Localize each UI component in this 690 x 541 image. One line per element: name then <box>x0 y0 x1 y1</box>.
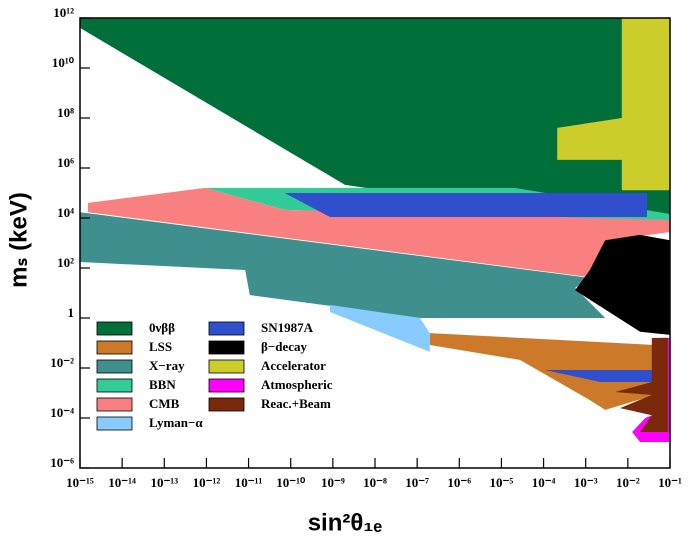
x-tick-label: 10⁻¹² <box>193 475 221 490</box>
exclusion-region <box>80 212 606 318</box>
x-tick-label: 10⁻⁵ <box>490 475 514 490</box>
x-tick-label: 10⁻⁷ <box>405 475 429 490</box>
legend-swatch <box>208 359 245 374</box>
legend-label: Atmospheric <box>261 377 333 392</box>
x-tick-label: 10⁻¹¹ <box>235 475 263 490</box>
legend-swatch <box>96 321 133 336</box>
x-tick-label: 10⁻¹ <box>658 475 682 490</box>
legend-label: 0νββ <box>149 320 175 335</box>
legend-label: Reac.+Beam <box>261 396 331 411</box>
exclusion-region <box>329 305 430 352</box>
legend-label: X−ray <box>149 358 185 373</box>
legend-label: SN1987A <box>261 320 314 335</box>
legend-label: BBN <box>149 377 176 392</box>
x-tick-label: 10⁻⁹ <box>321 475 345 490</box>
legend-label: CMB <box>149 396 180 411</box>
legend: 0νββ LSS X−ray BBN CMB Lyman−α SN1987A β−decay A… <box>96 320 333 431</box>
y-tick-label: 10¹⁰ <box>52 55 75 70</box>
y-tick-label: 10⁻⁴ <box>50 405 74 420</box>
y-tick-label: 10⁻² <box>50 355 74 370</box>
legend-swatch <box>96 340 133 355</box>
exclusion-region <box>88 187 670 278</box>
legend-label: Accelerator <box>261 358 326 373</box>
y-tick-label: 10¹² <box>53 5 74 20</box>
legend-label: LSS <box>149 339 172 354</box>
legend-swatch <box>208 397 245 412</box>
legend-label: Lyman−α <box>149 415 203 430</box>
y-tick-label: 10⁸ <box>57 105 74 120</box>
legend-swatch <box>208 378 245 393</box>
x-tick-label: 10⁻³ <box>574 475 598 490</box>
legend-swatch <box>96 378 133 393</box>
x-tick-label: 10⁻⁴ <box>532 475 556 490</box>
legend-swatch <box>96 416 133 431</box>
x-axis-label: sin²θ₁ₑ <box>308 509 383 536</box>
exclusion-region <box>284 193 655 382</box>
x-tick-label: 10⁻² <box>616 475 640 490</box>
x-tick-label: 10⁻⁸ <box>363 475 387 490</box>
y-tick-label: 10² <box>57 255 74 270</box>
legend-swatch <box>208 321 245 336</box>
exclusion-region <box>80 18 670 232</box>
legend-swatch <box>96 397 133 412</box>
exclusion-region <box>575 234 670 335</box>
legend-label: β−decay <box>261 339 308 354</box>
x-tick-label: 10⁻¹³ <box>150 475 178 490</box>
x-tick-label: 10⁻¹⁴ <box>108 475 136 490</box>
x-tick-label: 10⁻⁶ <box>447 475 471 490</box>
y-tick-label: 10⁻⁶ <box>50 455 74 470</box>
y-tick-label: 10⁶ <box>57 155 74 170</box>
legend-swatch <box>96 359 133 374</box>
y-axis-label: mₛ (keV) <box>5 192 32 288</box>
exclusion-region <box>615 337 668 432</box>
x-tick-label: 10⁻¹⁰ <box>276 475 306 490</box>
exclusion-region <box>429 333 655 410</box>
y-tick-label: 1 <box>68 305 75 320</box>
y-tick-label: 10⁴ <box>57 205 74 220</box>
exclusion-region <box>557 18 670 191</box>
legend-swatch <box>208 340 245 355</box>
x-tick-label: 10⁻¹⁵ <box>66 475 94 490</box>
